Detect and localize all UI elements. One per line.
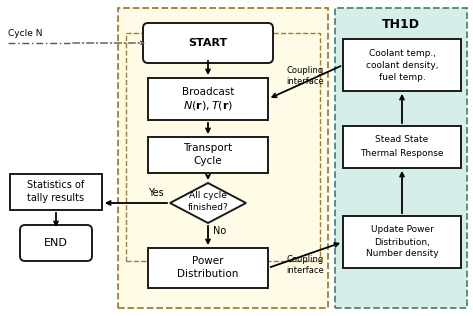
Text: Yes: Yes (148, 188, 164, 198)
Text: tally results: tally results (27, 193, 85, 203)
FancyBboxPatch shape (10, 174, 102, 210)
Text: Transport: Transport (184, 143, 233, 153)
Text: Coupling
interface: Coupling interface (287, 255, 324, 275)
FancyBboxPatch shape (343, 39, 461, 91)
FancyBboxPatch shape (20, 225, 92, 261)
Text: Distribution,: Distribution, (374, 238, 430, 246)
FancyBboxPatch shape (343, 126, 461, 168)
Text: Cycle: Cycle (193, 156, 222, 166)
FancyBboxPatch shape (148, 78, 268, 120)
FancyBboxPatch shape (148, 248, 268, 288)
Text: $N(\mathbf{r}),T(\mathbf{r})$: $N(\mathbf{r}),T(\mathbf{r})$ (183, 100, 233, 112)
Text: Broadcast: Broadcast (182, 87, 234, 97)
FancyBboxPatch shape (343, 216, 461, 268)
Text: Number density: Number density (366, 250, 438, 258)
Text: No: No (213, 226, 227, 236)
FancyBboxPatch shape (118, 8, 328, 308)
Text: Stead State: Stead State (376, 136, 429, 144)
Text: Coolant temp.,: Coolant temp., (368, 48, 436, 58)
Text: Cycle N: Cycle N (8, 28, 43, 38)
FancyBboxPatch shape (148, 137, 268, 173)
FancyBboxPatch shape (335, 8, 467, 308)
Text: Coupling
interface: Coupling interface (287, 66, 324, 86)
Text: Power: Power (192, 256, 224, 266)
Text: END: END (44, 238, 68, 248)
Text: START: START (188, 38, 228, 48)
Text: Thermal Response: Thermal Response (360, 149, 444, 157)
Text: fuel temp.: fuel temp. (378, 72, 425, 82)
Text: All cycle: All cycle (189, 191, 227, 200)
Text: Distribution: Distribution (177, 269, 239, 279)
Text: Update Power: Update Power (370, 226, 433, 234)
Text: TH1D: TH1D (382, 19, 420, 32)
Text: coolant density,: coolant density, (366, 60, 438, 70)
FancyBboxPatch shape (143, 23, 273, 63)
Text: Statistics of: Statistics of (27, 180, 85, 190)
Polygon shape (170, 183, 246, 223)
Text: finished?: finished? (188, 204, 228, 212)
